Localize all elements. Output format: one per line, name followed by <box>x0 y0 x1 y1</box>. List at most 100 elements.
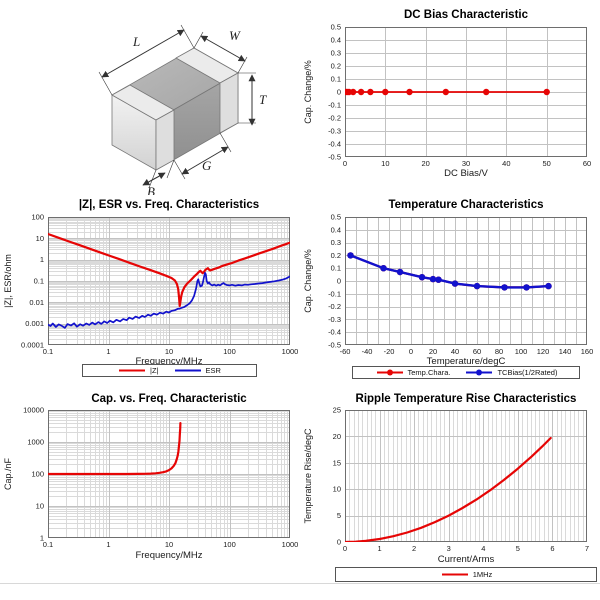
y-tick-label: 0.5 <box>331 23 341 32</box>
y-tick-label: 0.3 <box>331 238 341 247</box>
series-1MHz <box>345 436 552 542</box>
x-tick-label: 7 <box>585 544 589 553</box>
chip-body <box>111 47 239 171</box>
x-tick-label: 0 <box>343 544 347 553</box>
x-tick-label: 10 <box>381 159 389 168</box>
y-tick-label: 5 <box>337 511 341 520</box>
x-tick-label: 60 <box>473 347 481 356</box>
y-tick-label: 0.4 <box>331 225 341 234</box>
legend-entry: TCBias(1/2Rated) <box>464 368 557 377</box>
x-tick-label: 160 <box>581 347 594 356</box>
component-illustration-panel: L W T G B <box>0 0 300 195</box>
x-tick-label: 100 <box>223 540 236 549</box>
dim-label-band: B <box>147 184 155 195</box>
x-tick-label: 40 <box>451 347 459 356</box>
x-tick-label: 5 <box>516 544 520 553</box>
legend-line-sample <box>174 369 201 372</box>
x-tick-label: 20 <box>421 159 429 168</box>
y-axis-label: Cap. Change/% <box>303 60 313 124</box>
chart-title: Temperature Characteristics <box>388 199 543 211</box>
y-tick-label: 10000 <box>23 406 44 415</box>
chart-canvas-ripple-rise: Ripple Temperature Rise Characteristics C… <box>303 393 589 565</box>
y-tick-label: -0.4 <box>328 328 341 337</box>
legend-line-sample <box>119 369 146 372</box>
x-tick-label: 140 <box>559 347 572 356</box>
y-tick-label: 20 <box>333 432 341 441</box>
y-tick-label: 0.2 <box>331 251 341 260</box>
legend-label: |Z| <box>150 366 159 375</box>
x-tick-label: 1 <box>106 540 110 549</box>
x-tick-label: 40 <box>502 159 510 168</box>
x-axis-label: Frequency/MHz <box>135 550 202 561</box>
chart-canvas-dc-bias: DC Bias Characteristic DC Bias/V Cap. Chan… <box>303 9 591 179</box>
chart-title: Cap. vs. Freq. Characteristic <box>91 393 247 405</box>
chart-canvas-z-esr-freq: |Z|, ESR vs. Freq. Characteristics Freque… <box>3 199 299 367</box>
legend-entry: Temp.Chara. <box>375 368 451 377</box>
y-tick-label: 1 <box>40 255 44 264</box>
legend-entry: |Z| <box>117 366 159 375</box>
y-tick-label: 0 <box>337 277 341 286</box>
y-tick-label: -0.4 <box>328 140 341 149</box>
chart-title: DC Bias Characteristic <box>404 9 529 21</box>
x-tick-label: 20 <box>429 347 437 356</box>
y-tick-label: 10 <box>36 502 44 511</box>
y-tick-label: 0.2 <box>331 62 341 71</box>
y-tick-label: 100 <box>31 470 44 479</box>
legend: |Z| ESR <box>81 364 257 377</box>
legend-label: Temp.Chara. <box>407 368 451 377</box>
x-axis-label: Frequency/MHz <box>135 356 202 367</box>
series-|Z| <box>48 232 290 307</box>
mlcc-isometric-diagram: L W T G B <box>98 24 267 195</box>
y-tick-label: 1000 <box>27 438 44 447</box>
x-tick-label: 80 <box>495 347 503 356</box>
x-tick-label: 3 <box>447 544 451 553</box>
y-axis-label: Cap. Change/% <box>303 249 313 313</box>
x-tick-label: 4 <box>481 544 485 553</box>
series-TCBias(1/2Rated) <box>347 252 552 291</box>
legend-label: ESR <box>205 366 221 375</box>
chart-canvas-temperature: Temperature Characteristics Temperature/d… <box>303 199 594 367</box>
y-tick-label: 0.5 <box>331 213 341 222</box>
chart-title: Ripple Temperature Rise Characteristics <box>356 393 577 405</box>
x-tick-label: 1000 <box>282 540 299 549</box>
x-tick-label: 6 <box>550 544 554 553</box>
y-tick-label: 10 <box>36 234 44 243</box>
legend-entry: 1MHz <box>440 570 493 579</box>
page-footer-divider <box>0 583 600 584</box>
x-tick-label: 0 <box>409 347 413 356</box>
y-tick-label: 15 <box>333 458 341 467</box>
y-tick-label: 0.1 <box>34 277 44 286</box>
y-tick-label: 0.1 <box>331 264 341 273</box>
chart-ripple-rise: Ripple Temperature Rise Characteristics C… <box>300 390 600 600</box>
series-Cap. <box>48 422 182 476</box>
y-axis-label: |Z|, ESR/ohm <box>3 254 13 308</box>
y-tick-label: 0.3 <box>331 49 341 58</box>
x-tick-label: 60 <box>583 159 591 168</box>
legend-line-sample <box>441 573 468 576</box>
dim-label-gap: G <box>202 158 212 173</box>
legend-line-sample <box>376 369 403 376</box>
y-tick-label: 100 <box>31 213 44 222</box>
legend-line-sample <box>466 369 493 376</box>
y-tick-label: -0.2 <box>328 302 341 311</box>
y-tick-label: -0.3 <box>328 127 341 136</box>
x-tick-label: 0.1 <box>43 347 53 356</box>
x-axis-label: DC Bias/V <box>444 168 488 179</box>
legend: 1MHz <box>335 567 597 582</box>
x-tick-label: 1 <box>106 347 110 356</box>
x-tick-label: 1000 <box>282 347 299 356</box>
y-tick-label: 0 <box>337 538 341 547</box>
legend-label: 1MHz <box>472 570 493 579</box>
x-tick-label: -40 <box>362 347 373 356</box>
y-tick-label: 0.4 <box>331 36 341 45</box>
x-tick-label: 10 <box>165 540 173 549</box>
y-axis-label: Temperature Rise/degC <box>303 428 313 524</box>
legend: Temp.Chara. TCBias(1/2Rated) <box>352 366 580 379</box>
chart-temperature: Temperature Characteristics Temperature/d… <box>300 195 600 390</box>
x-tick-label: 30 <box>462 159 470 168</box>
y-tick-label: 1 <box>40 534 44 543</box>
x-tick-label: 50 <box>542 159 550 168</box>
y-tick-label: 0.001 <box>25 319 44 328</box>
series-ESR <box>48 272 290 329</box>
